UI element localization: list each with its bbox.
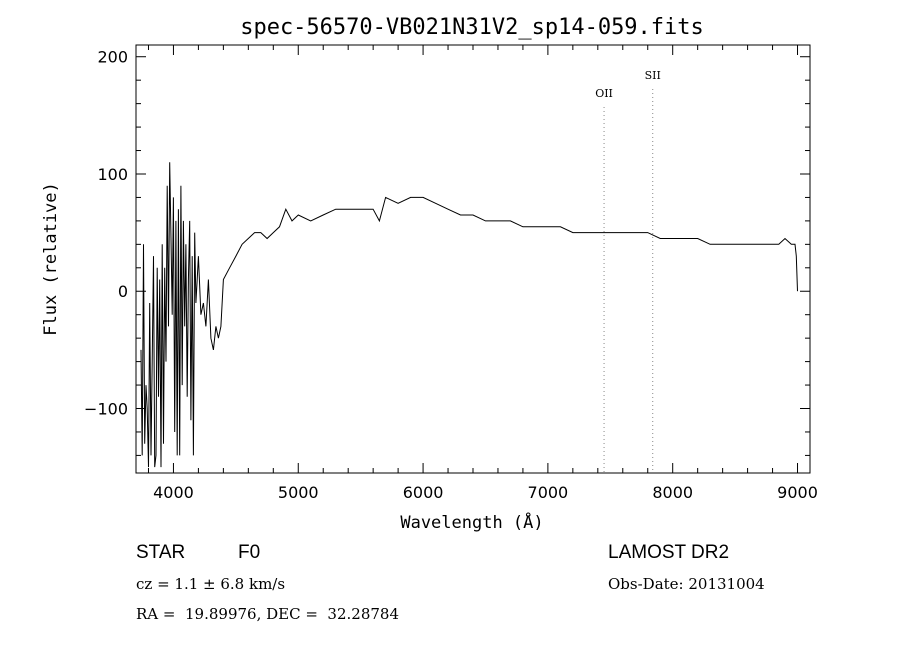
object-class: STAR (136, 542, 186, 563)
y-tick-label: 100 (97, 165, 128, 184)
redshift-cz: cz = 1.1 ± 6.8 km/s (136, 575, 286, 593)
y-tick-label: 200 (97, 48, 128, 67)
x-tick-label: 8000 (652, 483, 693, 502)
series-group (140, 162, 798, 468)
x-tick-label: 9000 (777, 483, 818, 502)
object-subclass: F0 (238, 542, 261, 563)
y-tick-label: −100 (84, 400, 128, 419)
y-axis-label: Flux (relative) (41, 182, 61, 336)
emission-line-markers: OII SII (595, 69, 661, 473)
x-axis-label: Wavelength (Å) (400, 511, 543, 533)
emission-line-label: OII (595, 87, 613, 100)
plot-frame (135, 44, 811, 474)
survey-name: LAMOST DR2 (608, 542, 730, 563)
coordinates: RA = 19.89976, DEC = 32.28784 (136, 605, 400, 623)
axis-tick-labels: 4000 5000 6000 7000 8000 9000 200 100 0 −100 (84, 48, 818, 502)
x-tick-label: 5000 (278, 483, 319, 502)
axis-ticks (136, 45, 810, 473)
observation-date: Obs-Date: 20131004 (608, 575, 765, 593)
x-tick-label: 6000 (403, 483, 444, 502)
emission-line-label: SII (645, 69, 661, 82)
x-tick-label: 4000 (153, 483, 194, 502)
x-tick-label: 7000 (528, 483, 569, 502)
spectrum-line (140, 162, 798, 468)
y-tick-label: 0 (118, 282, 128, 301)
chart-title: spec-56570-VB021N31V2_sp14-059.fits (240, 15, 704, 40)
